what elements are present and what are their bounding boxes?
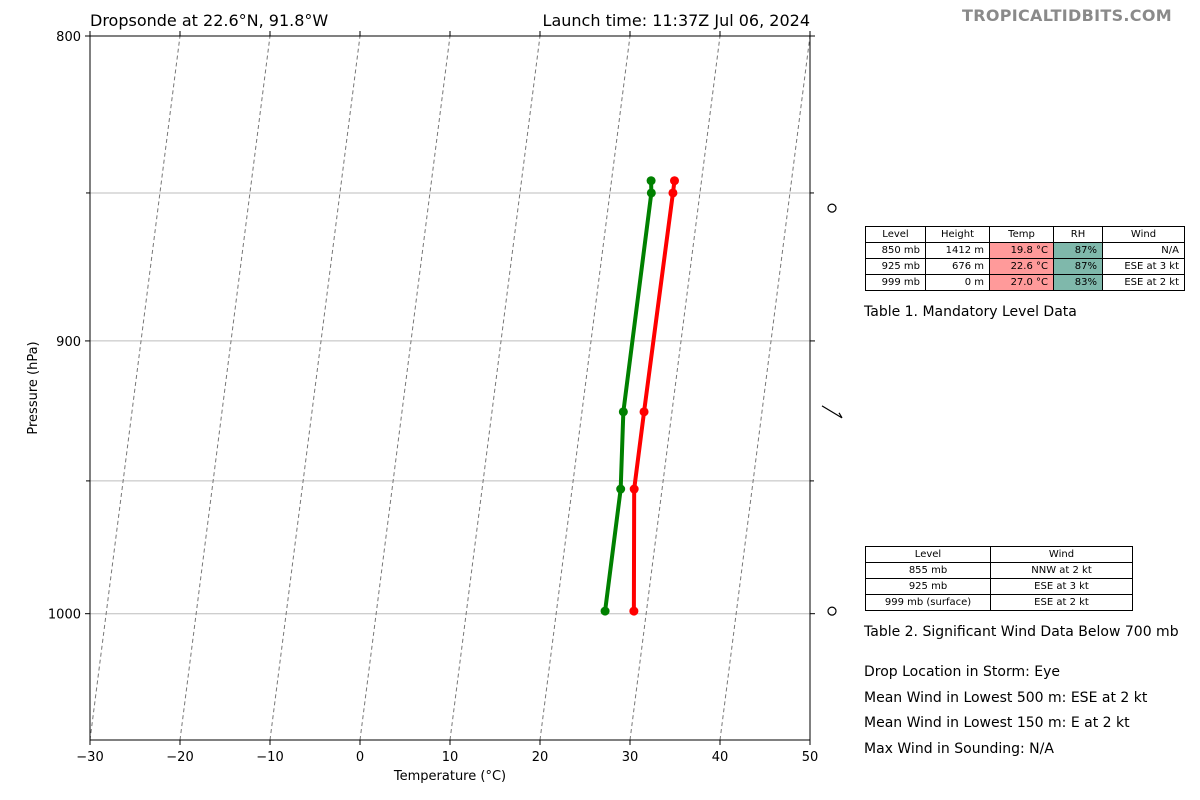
table2-cell: 999 mb (surface): [865, 594, 991, 611]
max-wind: Max Wind in Sounding: N/A: [864, 741, 1054, 757]
table1-cell: N/A: [1102, 242, 1185, 259]
significant-wind-table: Level Wind 855 mb NNW at 2 kt 925 mb ESE at 3…: [865, 546, 1133, 611]
series-point-1-2: [618, 407, 628, 417]
isotherm-40: [719, 36, 810, 740]
y-tick-label-0: 800: [56, 30, 81, 45]
table1-header-cell: Wind: [1102, 226, 1185, 243]
skewt-plot: −30 −20 −10 0 10 20 30 40 50 800 900 1000 Temperatu…: [26, 30, 843, 784]
isotherms: [90, 36, 810, 740]
table2-cell: ESE at 3 kt: [990, 578, 1133, 595]
x-tick-label-3: 0: [356, 750, 364, 765]
table1-header-cell: Height: [925, 226, 990, 243]
series-point-1-0: [646, 176, 656, 186]
table1-cell: 19.8 °C: [989, 242, 1054, 259]
y-axis-label: Pressure (hPa): [26, 341, 41, 434]
table2-cell: NNW at 2 kt: [990, 562, 1133, 579]
series-line-0: [631, 180, 677, 612]
isotherm--10: [269, 36, 361, 740]
table1-row: 850 mb 1412 m 19.8 °C 87% N/A: [865, 242, 1185, 259]
table2-header-cell: Level: [865, 546, 991, 563]
table1-cell: 925 mb: [865, 258, 926, 275]
series-point-0-2: [639, 407, 649, 417]
table2-row: 925 mb ESE at 3 kt: [865, 578, 1133, 595]
table2-cell: ESE at 2 kt: [990, 594, 1133, 611]
series-point-0-0: [669, 176, 679, 186]
series-point-1-3: [616, 484, 626, 494]
isotherm-10: [449, 36, 541, 740]
table2-cell: 925 mb: [865, 578, 991, 595]
table1-caption: Table 1. Mandatory Level Data: [864, 304, 1077, 320]
table1-header-row: Level Height Temp RH Wind: [865, 226, 1185, 243]
mean-wind-150m: Mean Wind in Lowest 150 m: E at 2 kt: [864, 715, 1130, 731]
series-point-0-3: [629, 484, 639, 494]
table1-cell: 27.0 °C: [989, 274, 1054, 291]
table1-header-cell: Temp: [989, 226, 1054, 243]
wind-barb-flag-1: [838, 412, 843, 419]
x-tick-label-2: −10: [256, 750, 283, 765]
chart-title-location: Dropsonde at 22.6°N, 91.8°W: [90, 11, 329, 30]
wind-barb-calm-0: [827, 203, 837, 213]
isotherm--30: [90, 36, 181, 740]
table1-cell: 850 mb: [865, 242, 926, 259]
mandatory-level-table: Level Height Temp RH Wind 850 mb 1412 m 19.8 °C…: [865, 226, 1185, 291]
table1-cell: ESE at 3 kt: [1102, 258, 1185, 275]
drop-location: Drop Location in Storm: Eye: [864, 664, 1061, 680]
table1-cell: 676 m: [925, 258, 990, 275]
x-axis-label: Temperature (°C): [393, 769, 506, 784]
x-tick-label-4: 10: [442, 750, 459, 765]
table2-header-row: Level Wind: [865, 546, 1133, 563]
isotherm--20: [179, 36, 271, 740]
x-tick-label-8: 50: [802, 750, 819, 765]
series-point-1-4: [600, 606, 610, 616]
x-tick-label-5: 20: [532, 750, 549, 765]
isotherm-20: [539, 36, 631, 740]
wind-barb-staff-1: [821, 405, 843, 419]
table1-cell: 999 mb: [865, 274, 926, 291]
mean-wind-500m: Mean Wind in Lowest 500 m: ESE at 2 kt: [864, 690, 1148, 706]
series-point-0-1: [668, 188, 678, 198]
x-tick-label-0: −30: [76, 750, 103, 765]
watermark: TROPICALTIDBITS.COM: [962, 6, 1172, 25]
table1-cell: 83%: [1053, 274, 1103, 291]
plot-frame: [89, 35, 811, 741]
table1-cell: 1412 m: [925, 242, 990, 259]
table1-cell: 0 m: [925, 274, 990, 291]
table1-header-cell: RH: [1053, 226, 1103, 243]
table1-header-cell: Level: [865, 226, 926, 243]
table1-cell: 87%: [1053, 258, 1103, 275]
table2-row: 999 mb (surface) ESE at 2 kt: [865, 594, 1133, 611]
wind-barb-calm-2: [827, 606, 837, 616]
table2-header-cell: Wind: [990, 546, 1133, 563]
x-tick-label-1: −20: [166, 750, 193, 765]
isotherm-0: [359, 36, 451, 740]
chart-title-launch-time: Launch time: 11:37Z Jul 06, 2024: [542, 11, 810, 30]
isotherm-30: [629, 36, 721, 740]
isotherm-50: [809, 736, 810, 740]
y-tick-label-2: 1000: [48, 608, 81, 623]
table2-cell: 855 mb: [865, 562, 991, 579]
table1-cell: 22.6 °C: [989, 258, 1054, 275]
table2-row: 855 mb NNW at 2 kt: [865, 562, 1133, 579]
table1-row: 999 mb 0 m 27.0 °C 83% ESE at 2 kt: [865, 274, 1185, 291]
table1-cell: 87%: [1053, 242, 1103, 259]
y-tick-label-1: 900: [56, 335, 81, 350]
series-point-1-1: [646, 188, 656, 198]
table1-row: 925 mb 676 m 22.6 °C 87% ESE at 3 kt: [865, 258, 1185, 275]
table1-cell: ESE at 2 kt: [1102, 274, 1185, 291]
x-tick-label-7: 40: [712, 750, 729, 765]
x-tick-label-6: 30: [622, 750, 639, 765]
series-point-0-4: [629, 606, 639, 616]
table2-caption: Table 2. Significant Wind Data Below 700…: [864, 624, 1179, 640]
